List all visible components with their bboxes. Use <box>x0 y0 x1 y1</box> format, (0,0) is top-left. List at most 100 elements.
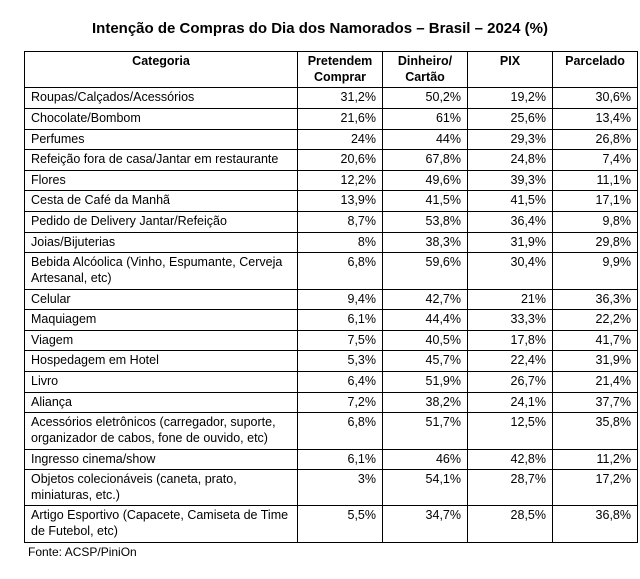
cell-categoria: Ingresso cinema/show <box>25 449 298 470</box>
table-row: Artigo Esportivo (Capacete, Camiseta de … <box>25 506 638 542</box>
cell-value: 17,1% <box>553 191 638 212</box>
table-row: Livro6,4%51,9%26,7%21,4% <box>25 372 638 393</box>
cell-value: 31,9% <box>553 351 638 372</box>
cell-value: 13,4% <box>553 108 638 129</box>
cell-value: 6,8% <box>298 253 383 289</box>
cell-value: 59,6% <box>383 253 468 289</box>
cell-categoria: Pedido de Delivery Jantar/Refeição <box>25 212 298 233</box>
cell-value: 41,7% <box>553 330 638 351</box>
cell-value: 36,4% <box>468 212 553 233</box>
cell-value: 13,9% <box>298 191 383 212</box>
cell-value: 9,4% <box>298 289 383 310</box>
cell-categoria: Refeição fora de casa/Jantar em restaura… <box>25 150 298 171</box>
cell-value: 28,7% <box>468 470 553 506</box>
cell-value: 17,2% <box>553 470 638 506</box>
cell-value: 50,2% <box>383 88 468 109</box>
cell-value: 36,3% <box>553 289 638 310</box>
cell-value: 21,4% <box>553 372 638 393</box>
cell-value: 24% <box>298 129 383 150</box>
cell-value: 17,8% <box>468 330 553 351</box>
cell-value: 7,5% <box>298 330 383 351</box>
cell-categoria: Objetos colecionáveis (caneta, prato, mi… <box>25 470 298 506</box>
cell-value: 51,7% <box>383 413 468 449</box>
cell-value: 51,9% <box>383 372 468 393</box>
cell-value: 45,7% <box>383 351 468 372</box>
cell-value: 3% <box>298 470 383 506</box>
table-row: Bebida Alcóolica (Vinho, Espumante, Cerv… <box>25 253 638 289</box>
cell-value: 30,4% <box>468 253 553 289</box>
table-row: Aliança7,2%38,2%24,1%37,7% <box>25 392 638 413</box>
cell-value: 38,2% <box>383 392 468 413</box>
col-header-dinheiro: Dinheiro/ Cartão <box>383 52 468 88</box>
table-row: Refeição fora de casa/Jantar em restaura… <box>25 150 638 171</box>
cell-value: 54,1% <box>383 470 468 506</box>
cell-value: 9,9% <box>553 253 638 289</box>
col-header-pretendem: Pretendem Comprar <box>298 52 383 88</box>
cell-value: 6,1% <box>298 310 383 331</box>
cell-categoria: Chocolate/Bombom <box>25 108 298 129</box>
cell-value: 44,4% <box>383 310 468 331</box>
cell-value: 34,7% <box>383 506 468 542</box>
cell-categoria: Celular <box>25 289 298 310</box>
table-title: Intenção de Compras do Dia dos Namorados… <box>24 20 616 37</box>
cell-value: 20,6% <box>298 150 383 171</box>
cell-value: 22,4% <box>468 351 553 372</box>
table-row: Viagem7,5%40,5%17,8%41,7% <box>25 330 638 351</box>
cell-categoria: Maquiagem <box>25 310 298 331</box>
cell-categoria: Flores <box>25 170 298 191</box>
table-row: Perfumes24%44%29,3%26,8% <box>25 129 638 150</box>
cell-value: 5,5% <box>298 506 383 542</box>
cell-categoria: Livro <box>25 372 298 393</box>
cell-value: 25,6% <box>468 108 553 129</box>
cell-value: 6,1% <box>298 449 383 470</box>
cell-categoria: Hospedagem em Hotel <box>25 351 298 372</box>
cell-value: 40,5% <box>383 330 468 351</box>
cell-categoria: Viagem <box>25 330 298 351</box>
cell-value: 41,5% <box>383 191 468 212</box>
table-row: Cesta de Café da Manhã13,9%41,5%41,5%17,… <box>25 191 638 212</box>
cell-value: 5,3% <box>298 351 383 372</box>
table-row: Flores12,2%49,6%39,3%11,1% <box>25 170 638 191</box>
table-row: Maquiagem6,1%44,4%33,3%22,2% <box>25 310 638 331</box>
table-row: Pedido de Delivery Jantar/Refeição8,7%53… <box>25 212 638 233</box>
cell-value: 7,2% <box>298 392 383 413</box>
cell-value: 41,5% <box>468 191 553 212</box>
cell-value: 37,7% <box>553 392 638 413</box>
cell-categoria: Acessórios eletrônicos (carregador, supo… <box>25 413 298 449</box>
cell-value: 8% <box>298 232 383 253</box>
cell-value: 29,8% <box>553 232 638 253</box>
cell-value: 35,8% <box>553 413 638 449</box>
cell-value: 6,4% <box>298 372 383 393</box>
cell-value: 22,2% <box>553 310 638 331</box>
cell-value: 53,8% <box>383 212 468 233</box>
cell-categoria: Aliança <box>25 392 298 413</box>
col-header-pix: PIX <box>468 52 553 88</box>
cell-value: 7,4% <box>553 150 638 171</box>
cell-value: 46% <box>383 449 468 470</box>
table-row: Hospedagem em Hotel5,3%45,7%22,4%31,9% <box>25 351 638 372</box>
cell-value: 26,8% <box>553 129 638 150</box>
table-row: Celular9,4%42,7%21%36,3% <box>25 289 638 310</box>
table-row: Objetos colecionáveis (caneta, prato, mi… <box>25 470 638 506</box>
cell-value: 33,3% <box>468 310 553 331</box>
cell-value: 30,6% <box>553 88 638 109</box>
cell-value: 24,8% <box>468 150 553 171</box>
table-row: Ingresso cinema/show6,1%46%42,8%11,2% <box>25 449 638 470</box>
table-body: Roupas/Calçados/Acessórios31,2%50,2%19,2… <box>25 88 638 542</box>
data-table: Categoria Pretendem Comprar Dinheiro/ Ca… <box>24 51 638 543</box>
col-header-parcelado: Parcelado <box>553 52 638 88</box>
cell-value: 49,6% <box>383 170 468 191</box>
cell-value: 42,7% <box>383 289 468 310</box>
cell-value: 12,2% <box>298 170 383 191</box>
cell-value: 44% <box>383 129 468 150</box>
cell-value: 6,8% <box>298 413 383 449</box>
cell-value: 61% <box>383 108 468 129</box>
source-label: Fonte: ACSP/PiniOn <box>24 545 616 559</box>
cell-value: 21,6% <box>298 108 383 129</box>
cell-value: 19,2% <box>468 88 553 109</box>
cell-value: 29,3% <box>468 129 553 150</box>
table-row: Chocolate/Bombom21,6%61%25,6%13,4% <box>25 108 638 129</box>
cell-value: 67,8% <box>383 150 468 171</box>
cell-categoria: Cesta de Café da Manhã <box>25 191 298 212</box>
cell-value: 26,7% <box>468 372 553 393</box>
